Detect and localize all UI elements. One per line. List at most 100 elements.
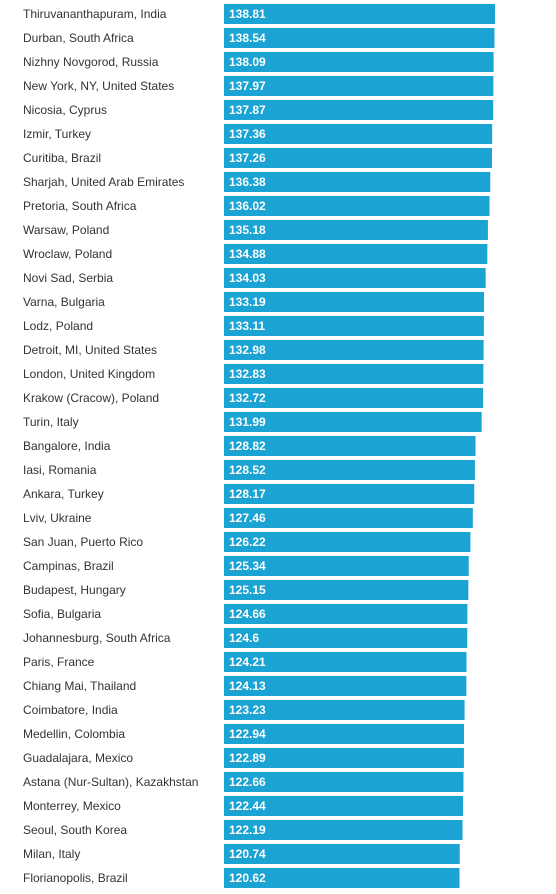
value-label: 137.26 [229,151,266,165]
value-label: 134.88 [229,247,266,261]
bar [224,268,486,288]
bar [224,868,460,888]
bar [224,844,460,864]
category-label: London, United Kingdom [23,367,155,381]
category-label: Durban, South Africa [23,31,134,45]
category-label: San Juan, Puerto Rico [23,535,143,549]
value-label: 131.99 [229,415,266,429]
category-label: Guadalajara, Mexico [23,751,133,765]
bar [224,556,469,576]
category-label: Sofia, Bulgaria [23,607,101,621]
category-label: Sharjah, United Arab Emirates [23,175,184,189]
value-label: 128.17 [229,487,266,501]
value-label: 134.03 [229,271,266,285]
category-label: Nizhny Novgorod, Russia [23,55,159,69]
bar [224,628,468,648]
category-label: Coimbatore, India [23,703,118,717]
bar [224,676,467,696]
bar [224,28,495,48]
value-label: 133.19 [229,295,266,309]
category-label: Monterrey, Mexico [23,799,121,813]
category-label: Ankara, Turkey [23,487,104,501]
category-label: Bangalore, India [23,439,111,453]
bar [224,244,488,264]
category-label: Thiruvananthapuram, India [23,7,167,21]
category-label: Izmir, Turkey [23,127,91,141]
value-label: 133.11 [229,319,265,333]
bar [224,700,465,720]
category-label: Florianopolis, Brazil [23,871,128,885]
value-labels-group: 138.81 138.54 138.09 137.97 137.87 137.36 137.… [229,7,266,885]
category-label: Budapest, Hungary [23,583,126,597]
category-label: Chiang Mai, Thailand [23,679,136,693]
bar [224,76,494,96]
bar [224,388,484,408]
category-label: Wroclaw, Poland [23,247,112,261]
value-label: 136.38 [229,175,266,189]
category-label: Lodz, Poland [23,319,93,333]
value-label: 137.97 [229,79,266,93]
value-label: 122.94 [229,727,266,741]
value-label: 126.22 [229,535,266,549]
value-label: 137.87 [229,103,266,117]
bar [224,172,491,192]
bar [224,196,490,216]
bar [224,724,465,744]
bar [224,532,471,552]
value-label: 124.21 [229,655,266,669]
bar [224,148,492,168]
bar [224,316,484,336]
bar [224,292,485,312]
value-label: 120.62 [229,871,266,885]
bar [224,100,494,120]
bar [224,436,476,456]
category-label: Krakow (Cracow), Poland [23,391,159,405]
category-label: New York, NY, United States [23,79,174,93]
category-label: Lviv, Ukraine [23,511,92,525]
category-label: Novi Sad, Serbia [23,271,113,285]
bar [224,124,493,144]
category-label: Johannesburg, South Africa [23,631,171,645]
value-label: 127.46 [229,511,266,525]
value-label: 122.19 [229,823,266,837]
value-label: 122.89 [229,751,266,765]
bar [224,412,482,432]
bar [224,580,469,600]
bar [224,604,468,624]
category-label: Warsaw, Poland [23,223,109,237]
category-label: Campinas, Brazil [23,559,114,573]
value-label: 122.44 [229,799,266,813]
category-labels-group: Thiruvananthapuram, India Durban, South A… [23,7,198,885]
bar [224,484,475,504]
value-label: 135.18 [229,223,266,237]
category-label: Curitiba, Brazil [23,151,101,165]
value-label: 128.82 [229,439,266,453]
value-label: 124.13 [229,679,266,693]
value-label: 137.36 [229,127,266,141]
value-label: 125.34 [229,559,266,573]
category-label: Detroit, MI, United States [23,343,157,357]
bar [224,220,488,240]
value-label: 138.54 [229,31,266,45]
category-label: Varna, Bulgaria [23,295,105,309]
value-label: 123.23 [229,703,266,717]
value-label: 120.74 [229,847,266,861]
category-label: Seoul, South Korea [23,823,127,837]
value-label: 125.15 [229,583,266,597]
bar [224,820,463,840]
bar [224,340,484,360]
category-label: Iasi, Romania [23,463,97,477]
bar [224,772,464,792]
value-label: 132.98 [229,343,266,357]
bar [224,4,495,24]
value-label: 128.52 [229,463,266,477]
bar [224,460,475,480]
bar [224,652,467,672]
category-label: Nicosia, Cyprus [23,103,107,117]
value-label: 124.66 [229,607,266,621]
bar [224,796,464,816]
value-label: 132.72 [229,391,266,405]
category-label: Astana (Nur-Sultan), Kazakhstan [23,775,198,789]
value-label: 122.66 [229,775,266,789]
